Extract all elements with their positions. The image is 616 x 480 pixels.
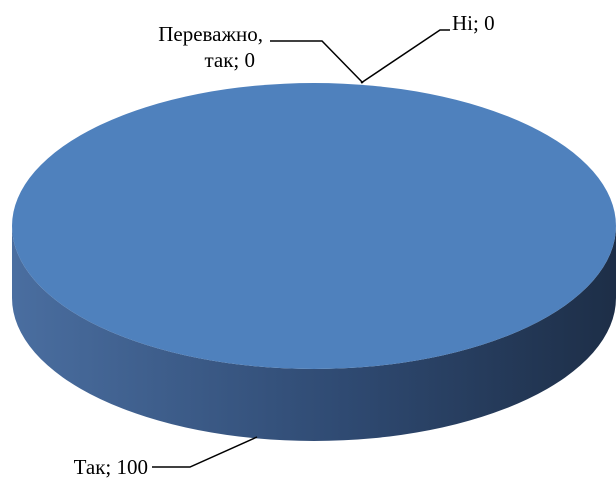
data-label-0-line-0: Так; 100 — [74, 455, 148, 479]
data-label-0: Так; 100 — [74, 455, 148, 479]
data-label-1-line-0: Переважно, — [158, 22, 263, 46]
data-label-2: Ні; 0 — [452, 11, 495, 35]
pie-slice-0 — [12, 83, 616, 369]
leader-line-1 — [270, 40, 364, 84]
leader-line-0 — [152, 436, 258, 468]
pie-slice-side-так — [12, 226, 616, 441]
data-label-1: Переважно, так; 0 — [158, 22, 263, 72]
leader-line-2 — [360, 29, 450, 84]
data-label-1-line-1: так; 0 — [204, 48, 255, 72]
data-label-2-line-0: Ні; 0 — [452, 11, 495, 35]
